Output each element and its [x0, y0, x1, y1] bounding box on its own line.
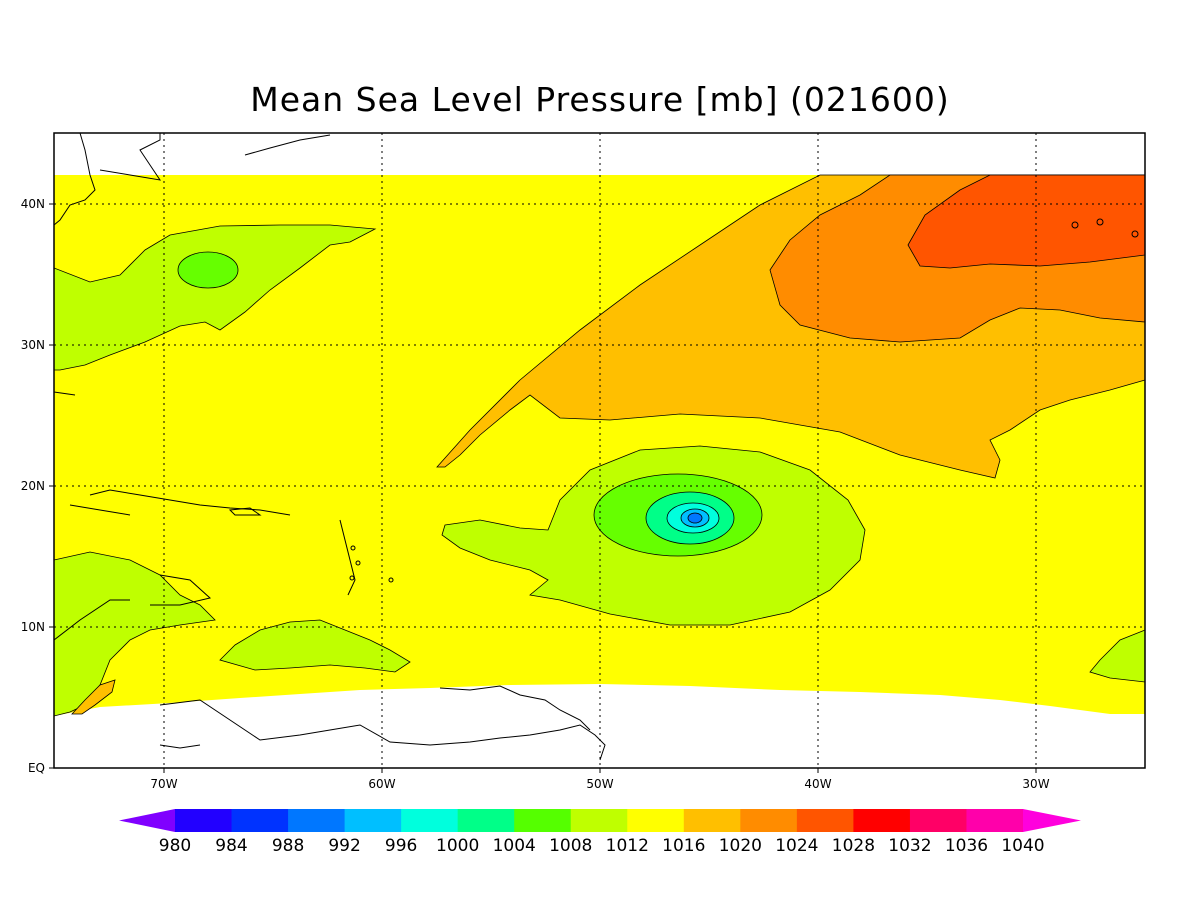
colorbar-swatch: [344, 809, 402, 832]
colorbar-label: 1024: [775, 836, 818, 856]
colorbar-label: 1008: [549, 836, 592, 856]
colorbar-swatch: [175, 809, 233, 832]
x-tick-marks: [163, 768, 1037, 773]
colorbar-label: 1020: [719, 836, 762, 856]
colorbar-swatch: [570, 809, 628, 832]
colorbar-swatch: [1023, 809, 1081, 832]
pressure-1008-cell-nw: [177, 251, 239, 289]
pressure-992-core: [687, 512, 703, 524]
y-tick-marks: [49, 203, 54, 769]
y-tick-label: 40N: [21, 197, 45, 211]
x-tick-label: 40W: [804, 777, 831, 791]
x-tick-label: 30W: [1022, 777, 1049, 791]
colorbar-swatch: [740, 809, 798, 832]
colorbar-label: 1000: [436, 836, 479, 856]
colorbar-swatch: [796, 809, 854, 832]
colorbar-label: 984: [215, 836, 247, 856]
y-tick-label: EQ: [28, 761, 45, 775]
x-tick-label: 70W: [150, 777, 177, 791]
colorbar-label: 988: [272, 836, 304, 856]
x-tick-label: 60W: [368, 777, 395, 791]
pressure-1012-region-nw: [54, 224, 377, 371]
colorbar: 980 984 988 992 996 1000 1004 1008 1012 1016 1020 1…: [119, 809, 1081, 856]
islands: [349, 218, 1139, 583]
colorbar-swatch: [966, 809, 1024, 832]
y-tick-label: 20N: [21, 479, 45, 493]
colorbar-label: 1028: [832, 836, 875, 856]
colorbar-label: 1032: [888, 836, 931, 856]
y-tick-label: 30N: [21, 338, 45, 352]
colorbar-label: 1016: [662, 836, 705, 856]
pressure-1012-region-east: [1089, 629, 1145, 683]
coastlines: [54, 133, 606, 761]
colorbar-label: 1004: [493, 836, 536, 856]
colorbar-swatch: [909, 809, 967, 832]
colorbar-swatch: [401, 809, 459, 832]
map-gridlines: [54, 133, 1145, 768]
map-title: Mean Sea Level Pressure [mb] (021600): [250, 80, 950, 119]
colorbar-label: 1012: [606, 836, 649, 856]
colorbar-swatch: [683, 809, 741, 832]
colorbar-label: 1040: [1001, 836, 1044, 856]
colorbar-swatch: [514, 809, 572, 832]
colorbar-swatch: [457, 809, 515, 832]
colorbar-label: 980: [159, 836, 191, 856]
y-tick-label: 10N: [21, 620, 45, 634]
colorbar-label: 992: [328, 836, 360, 856]
pressure-1020-patch-sw: [71, 679, 116, 715]
colorbar-label: 1036: [945, 836, 988, 856]
x-tick-label: 50W: [586, 777, 613, 791]
colorbar-swatch: [853, 809, 911, 832]
colorbar-swatch: [119, 809, 175, 832]
colorbar-swatch: [627, 809, 685, 832]
colorbar-swatch: [231, 809, 289, 832]
colorbar-label: 996: [385, 836, 417, 856]
colorbar-swatch: [288, 809, 346, 832]
pressure-1028-region: [907, 174, 1145, 269]
